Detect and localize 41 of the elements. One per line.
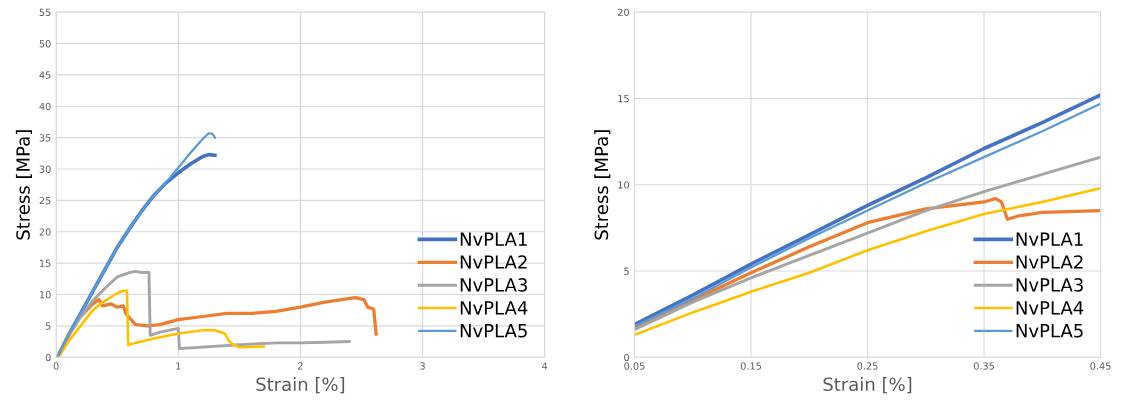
x-axis-title: Strain [%] (823, 377, 912, 394)
y-tick-label: 25 (39, 196, 51, 205)
legend-label: NvPLA5 (1016, 324, 1083, 338)
y-tick-label: 15 (618, 95, 629, 103)
legend-label: NvPLA1 (1016, 232, 1083, 246)
y-tick-label: 30 (39, 165, 51, 173)
y-tick-label: 45 (39, 71, 51, 79)
y-tick-label: 0 (45, 353, 51, 362)
x-tick-label: 4 (542, 362, 548, 370)
x-axis-title: Strain [%] (256, 377, 345, 394)
x-tick-label: 0.35 (973, 362, 994, 370)
x-tick-label: 0.25 (857, 362, 878, 370)
x-tick-label: 2 (298, 362, 303, 370)
legend-label: NvPLA3 (1016, 278, 1083, 292)
legend-label: NvPLA5 (460, 324, 527, 338)
y-tick-label: 5 (45, 322, 51, 330)
y-axis-title: Stress [MPa] (15, 130, 32, 240)
x-tick-label: 0 (53, 362, 59, 370)
legend-label: NvPLA4 (1016, 301, 1084, 315)
y-tick-label: 10 (39, 291, 51, 299)
legend-label: NvPLA1 (460, 232, 527, 246)
x-tick-label: 0.05 (624, 362, 645, 370)
x-tick-label: 1 (176, 362, 181, 370)
y-tick-label: 0 (624, 353, 629, 362)
y-tick-label: 20 (39, 228, 51, 236)
y-axis-title: Stress [MPa] (594, 130, 611, 240)
legend-label: NvPLA2 (460, 255, 527, 269)
x-tick-label: 0.15 (740, 362, 761, 370)
y-tick-label: 40 (39, 102, 51, 111)
y-tick-label: 50 (39, 40, 51, 48)
legend-label: NvPLA4 (460, 301, 528, 315)
y-tick-label: 35 (39, 134, 51, 142)
x-tick-label: 3 (420, 362, 425, 370)
legend-label: NvPLA2 (1016, 255, 1083, 269)
y-tick-label: 55 (39, 8, 51, 17)
y-tick-label: 20 (617, 8, 629, 17)
y-tick-label: 5 (624, 267, 629, 275)
y-tick-label: 10 (618, 181, 629, 189)
x-tick-label: 0.45 (1090, 362, 1111, 370)
y-tick-label: 15 (39, 259, 51, 267)
legend-label: NvPLA3 (460, 278, 527, 292)
